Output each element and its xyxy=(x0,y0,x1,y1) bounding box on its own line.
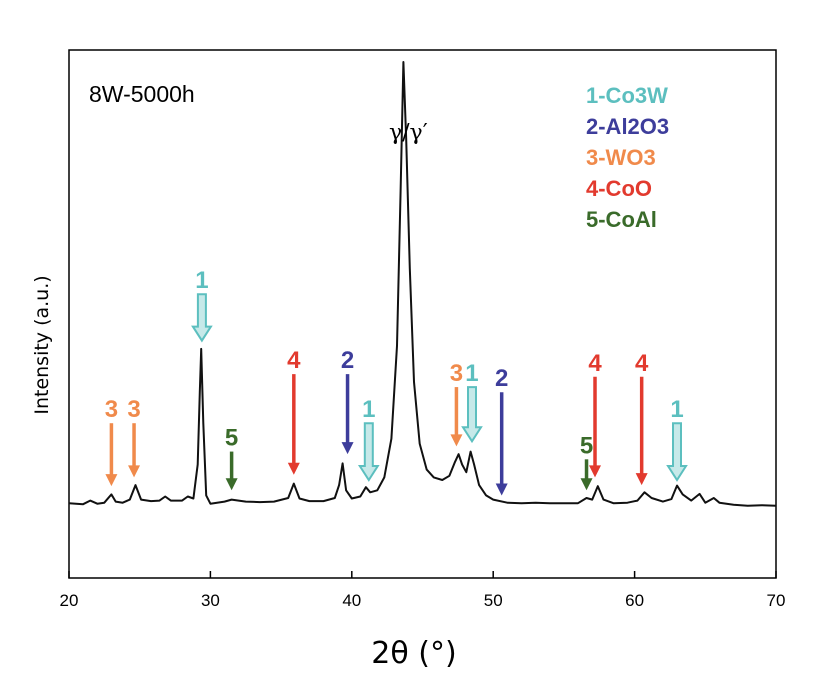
phase-marker: 1 xyxy=(191,267,213,343)
phase-marker-number: 5 xyxy=(580,432,593,459)
phase-marker: 2 xyxy=(341,347,354,455)
phase-marker-number: 5 xyxy=(225,425,238,452)
peak-label-gamma: γ/γ′ xyxy=(389,120,428,145)
phase-marker-number: 4 xyxy=(287,347,301,374)
xrd-pattern-line xyxy=(69,61,776,507)
x-axis-tick-labels: 20 30 40 50 60 70 xyxy=(60,591,786,610)
x-tick-label: 70 xyxy=(767,591,786,610)
phase-marker-number: 4 xyxy=(588,350,602,377)
phase-marker: 3 xyxy=(105,396,118,487)
phase-marker: 1 xyxy=(357,396,380,482)
phase-marker: 1 xyxy=(461,360,483,444)
legend: 1-Co3W 2-Al2O3 3-WO3 4-CoO 5-CoAl xyxy=(586,83,669,232)
x-tick-label: 60 xyxy=(625,591,644,610)
x-tick-label: 30 xyxy=(201,591,220,610)
phase-marker-arrow xyxy=(666,422,688,482)
x-axis-ticks xyxy=(68,571,777,578)
phase-marker-arrow xyxy=(191,293,213,343)
phase-marker-number: 1 xyxy=(670,396,683,423)
phase-marker-arrow xyxy=(357,422,380,482)
legend-entry: 2-Al2O3 xyxy=(586,114,669,139)
phase-marker-number: 2 xyxy=(495,365,508,392)
phase-marker-head xyxy=(341,442,354,455)
x-tick-label: 50 xyxy=(484,591,503,610)
x-tick-label: 40 xyxy=(342,591,361,610)
phase-marker-number: 1 xyxy=(465,360,478,387)
x-axis-title: 2θ (°) xyxy=(371,636,456,671)
phase-marker-head xyxy=(225,478,238,491)
phase-marker-number: 3 xyxy=(450,360,463,387)
y-axis-title: Intensity (a.u.) xyxy=(31,275,53,414)
legend-entry: 5-CoAl xyxy=(586,207,657,232)
phase-marker-head xyxy=(495,483,508,496)
phase-marker-number: 2 xyxy=(341,347,354,374)
phase-marker-number: 3 xyxy=(105,396,118,423)
chart-title: 8W-5000h xyxy=(89,81,195,107)
phase-marker-number: 1 xyxy=(195,267,208,294)
phase-marker: 4 xyxy=(287,347,301,475)
phase-marker-head xyxy=(450,434,463,447)
phase-marker: 1 xyxy=(666,396,688,482)
phase-marker-head xyxy=(580,478,593,491)
phase-marker: 4 xyxy=(635,350,649,486)
phase-marker-arrow xyxy=(461,386,483,444)
phase-marker: 5 xyxy=(225,425,238,491)
legend-entry: 4-CoO xyxy=(586,176,652,201)
phase-marker-number: 3 xyxy=(127,396,140,423)
legend-entry: 3-WO3 xyxy=(586,145,656,170)
phase-marker: 3 xyxy=(450,360,463,447)
phase-marker-head xyxy=(287,462,300,475)
phase-marker-head xyxy=(128,465,141,478)
phase-marker-number: 4 xyxy=(635,350,649,377)
phase-marker: 2 xyxy=(495,365,508,496)
phase-marker-head xyxy=(635,473,648,486)
phase-marker: 5 xyxy=(580,432,593,491)
phase-marker: 4 xyxy=(588,350,602,478)
legend-entry: 1-Co3W xyxy=(586,83,668,108)
x-tick-label: 20 xyxy=(60,591,79,610)
phase-marker-number: 1 xyxy=(362,396,375,423)
phase-marker: 3 xyxy=(127,396,141,478)
phase-marker-head xyxy=(105,474,118,487)
phase-marker-head xyxy=(589,465,602,478)
plot-frame xyxy=(68,49,777,579)
